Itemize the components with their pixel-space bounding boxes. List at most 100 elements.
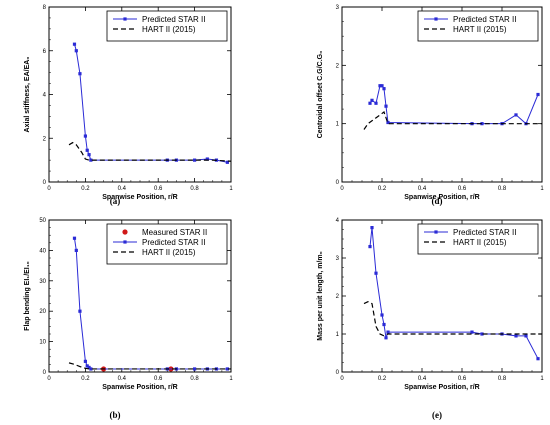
series-predicted-star-ii <box>72 42 229 164</box>
y-tick-label: 1 <box>336 122 340 128</box>
x-tick-label: 0.8 <box>498 186 507 192</box>
y-tick-label: 30 <box>39 279 46 285</box>
data-point <box>480 122 484 126</box>
panel-caption: (b) <box>110 410 121 420</box>
data-point <box>384 104 388 108</box>
y-tick-label: 4 <box>43 93 47 99</box>
x-tick-label: 0.2 <box>378 376 387 382</box>
legend-entry: Predicted STAR II <box>453 228 516 237</box>
y-tick-label: 50 <box>39 218 46 224</box>
legend-box <box>417 223 539 255</box>
data-point <box>78 309 82 313</box>
series-line <box>369 85 539 125</box>
y-tick-label: 3 <box>336 256 340 262</box>
y-tick-label: 0 <box>336 180 340 186</box>
y-tick-label: 3 <box>336 5 340 11</box>
legend-marker <box>123 17 127 21</box>
y-tick-label: 2 <box>43 136 47 142</box>
x-tick-label: 0.2 <box>81 376 90 382</box>
data-point <box>85 148 89 152</box>
data-point <box>205 157 209 161</box>
legend-entry: Predicted STAR II <box>142 238 205 247</box>
data-point <box>72 42 77 46</box>
data-point <box>74 248 78 252</box>
legend-entry: Predicted STAR II <box>142 15 205 24</box>
data-point <box>378 84 382 88</box>
x-tick-label: 0.6 <box>154 186 163 192</box>
legend-entry: HART II (2015) <box>142 248 196 257</box>
y-tick-label: 6 <box>43 49 47 55</box>
legend-box <box>106 10 228 42</box>
data-point <box>74 49 78 53</box>
data-point <box>384 336 388 340</box>
data-point <box>374 271 378 275</box>
data-point <box>524 334 528 338</box>
x-tick-label: 0.6 <box>458 186 467 192</box>
panel-caption: (e) <box>432 410 442 420</box>
chart-panel-e: 0 0.2 0.4 0.6 0.8 1 0 1 2 3 4 Spanwise Position, r/… <box>317 218 544 420</box>
x-tick-label: 0.6 <box>458 376 467 382</box>
data-point <box>480 332 484 336</box>
y-tick-label: 0 <box>336 370 340 376</box>
data-point <box>193 158 197 162</box>
x-tick-label: 0.4 <box>418 376 427 382</box>
data-point <box>83 359 87 363</box>
series-hart-ii-2015- <box>68 141 232 162</box>
x-tick-label: 0.8 <box>498 376 507 382</box>
x-tick-label: 0 <box>47 186 51 192</box>
x-tick-label: 0 <box>47 376 51 382</box>
y-tick-label: 4 <box>336 218 340 224</box>
data-point <box>514 113 518 117</box>
x-tick-label: 1 <box>540 376 544 382</box>
y-axis-label: Mass per unit length, m/m₀ <box>317 251 324 341</box>
y-tick-label: 20 <box>39 309 46 315</box>
legend-marker <box>434 17 438 21</box>
x-tick-label: 0.2 <box>81 186 90 192</box>
data-point <box>368 101 372 105</box>
x-tick-label: 0.4 <box>418 186 427 192</box>
legend-entry: HART II (2015) <box>142 25 196 34</box>
chart-panel-d: 0 0.2 0.4 0.6 0.8 1 0 1 2 3 Spanwise Position, r/R… <box>317 5 544 206</box>
series-hart-ii-2015- <box>363 301 542 337</box>
data-point <box>87 365 91 370</box>
data-point <box>536 92 540 97</box>
legend-marker <box>122 229 128 235</box>
y-tick-label: 0 <box>43 180 47 186</box>
data-point <box>470 330 474 334</box>
x-axis-label: Spanwise Position, r/R <box>404 384 479 391</box>
y-axis-label: Centroidal offset C.G/C.G₀ <box>317 51 324 139</box>
data-point <box>368 245 372 249</box>
series-line <box>73 44 228 163</box>
x-axis-label: Spanwise Position, r/R <box>102 384 177 391</box>
data-point <box>193 367 197 371</box>
legend-marker <box>123 240 127 244</box>
data-point <box>370 98 374 102</box>
data-point <box>370 226 374 230</box>
data-point <box>374 101 378 105</box>
y-tick-label: 0 <box>43 370 47 376</box>
data-point <box>83 134 87 138</box>
data-point <box>225 160 229 164</box>
data-point <box>536 357 540 361</box>
legend-entry: Predicted STAR II <box>453 15 516 24</box>
x-axis-label: Spanwise Position, r/R <box>404 194 479 201</box>
y-tick-label: 1 <box>336 332 340 338</box>
legend-entry: HART II (2015) <box>453 25 507 34</box>
legend-entry: HART II (2015) <box>453 238 507 247</box>
data-point <box>72 236 77 240</box>
data-point <box>380 313 384 317</box>
data-point <box>386 330 390 334</box>
y-tick-label: 10 <box>39 340 46 346</box>
legend-marker <box>434 230 438 234</box>
series-line <box>68 141 232 162</box>
data-point <box>89 367 93 371</box>
series-line <box>68 362 231 370</box>
chart-panel-a: 0 0.2 0.4 0.6 0.8 1 0 2 4 6 8 Spanwise Position, r/… <box>24 5 233 206</box>
x-tick-label: 0.2 <box>378 186 387 192</box>
data-point <box>85 364 89 368</box>
x-tick-label: 0.4 <box>118 376 127 382</box>
